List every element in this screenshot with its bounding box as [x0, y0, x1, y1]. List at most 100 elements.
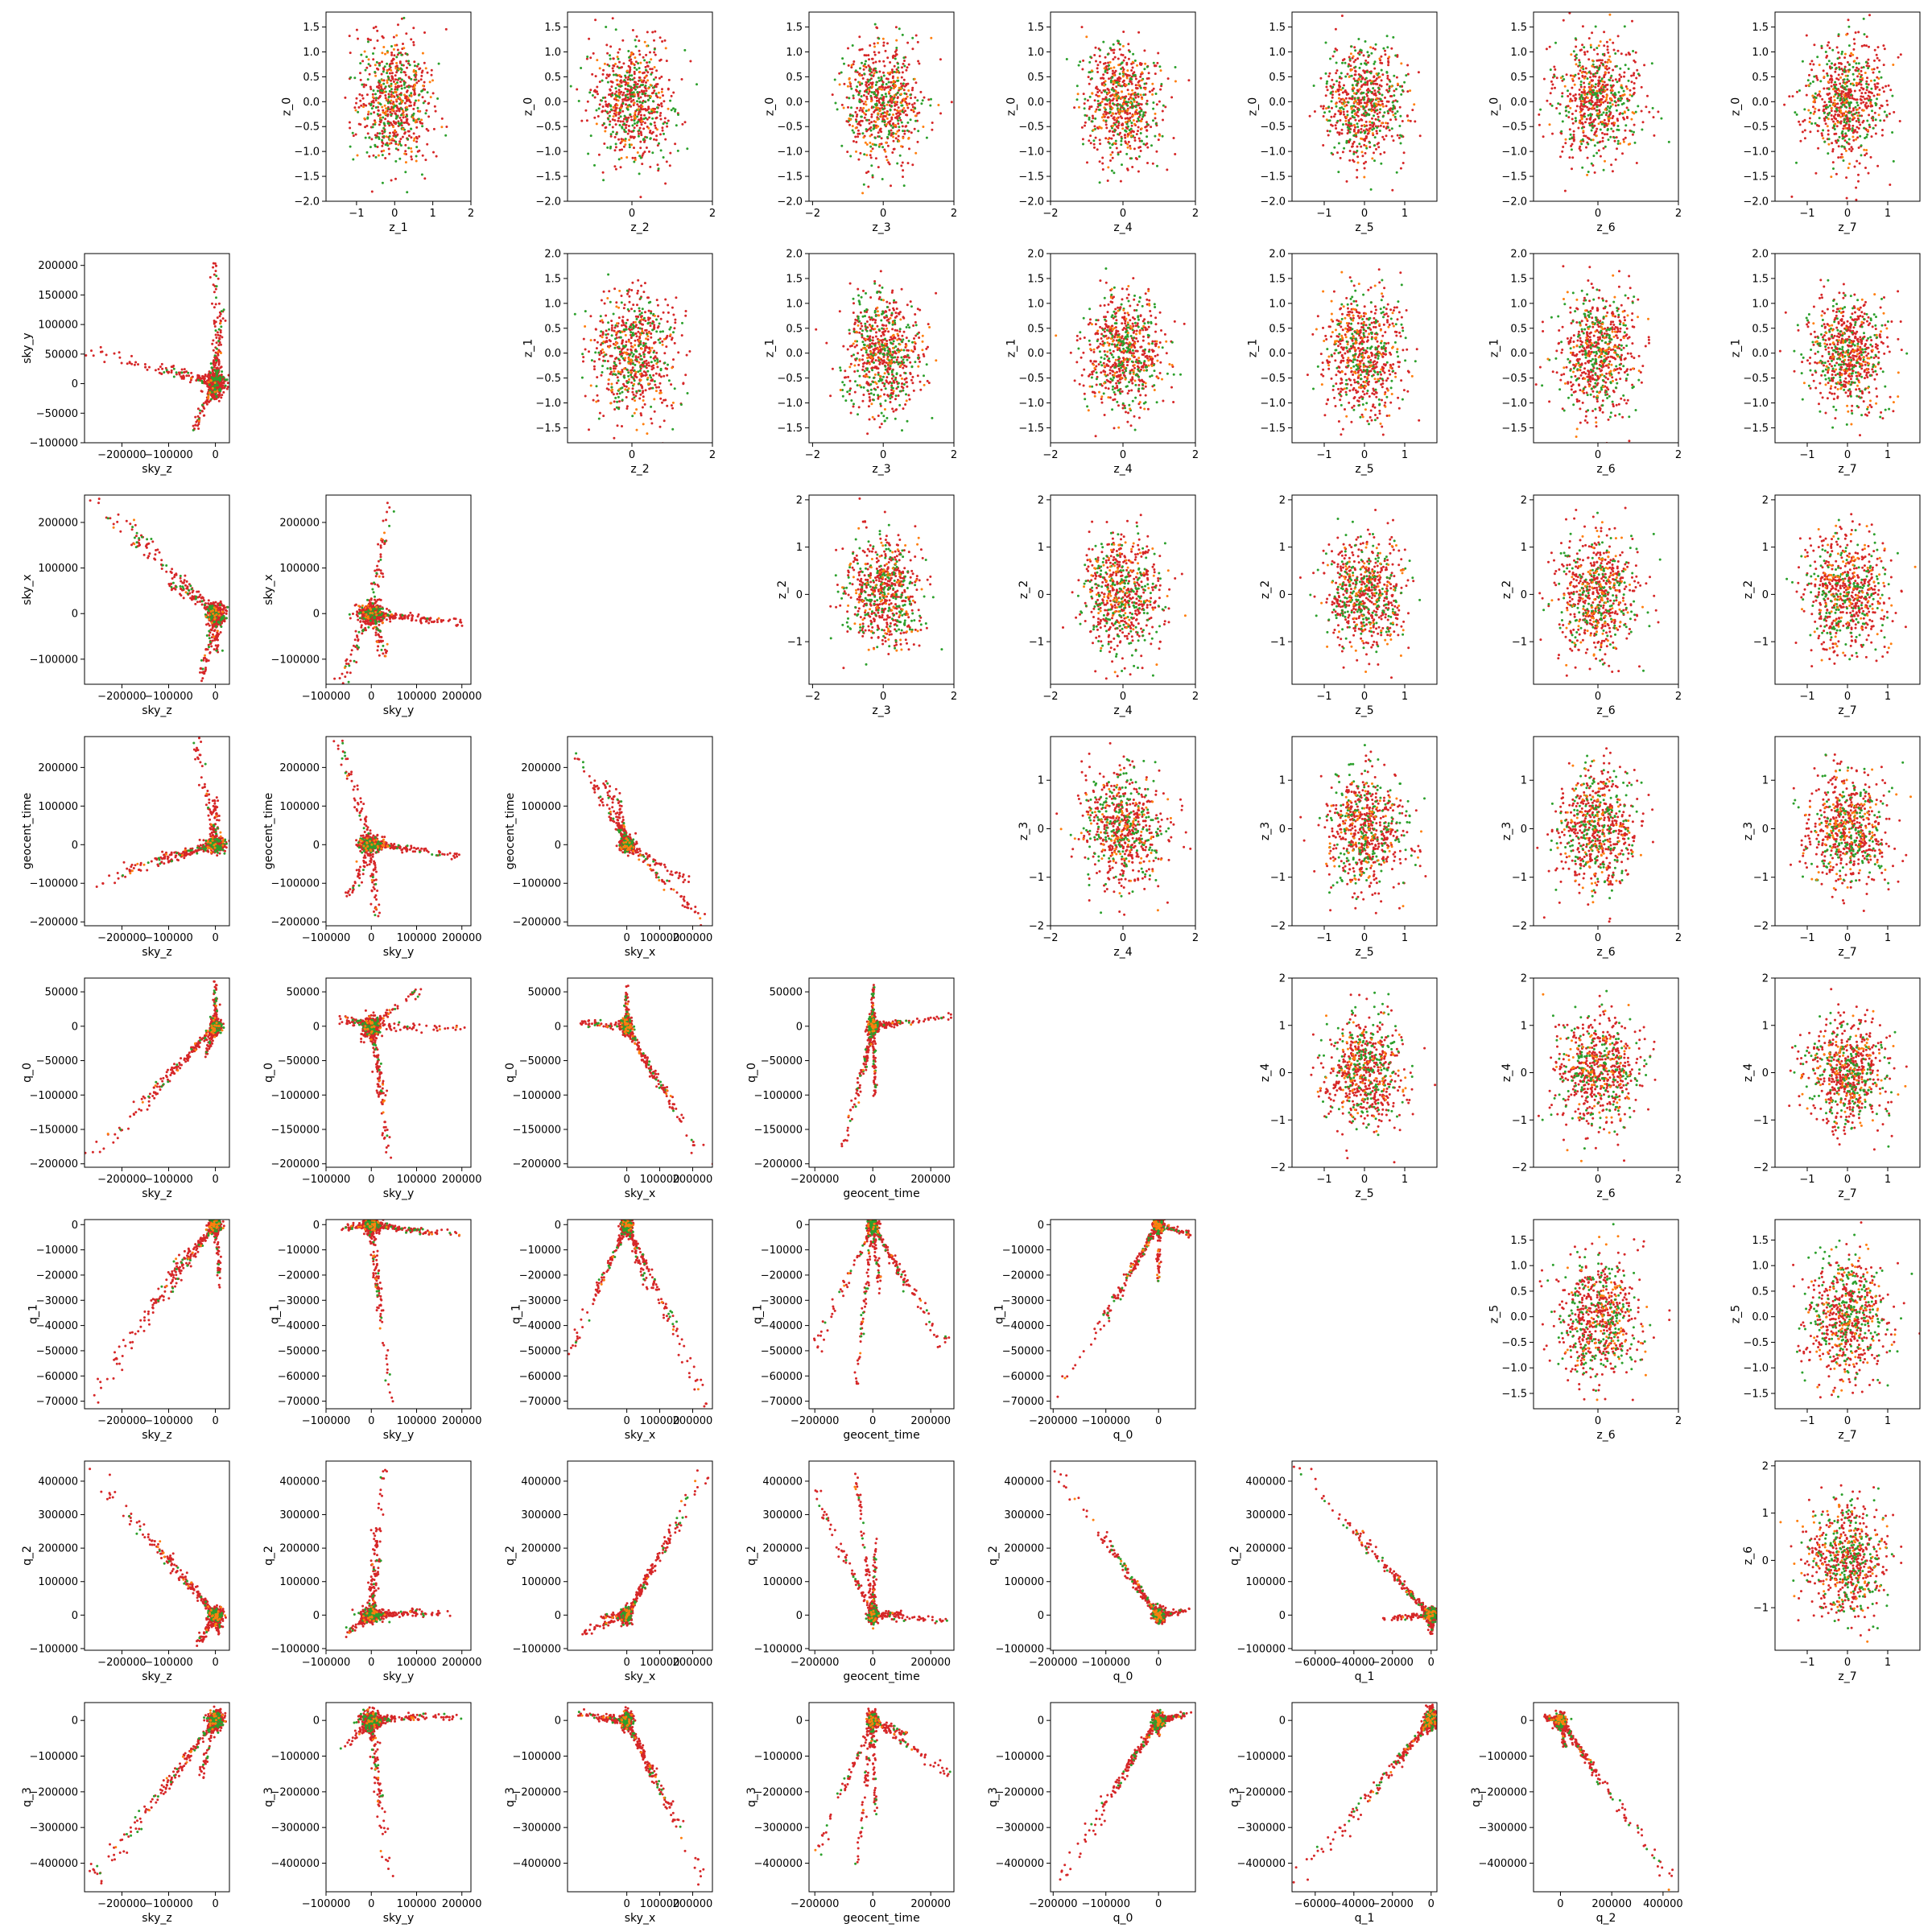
scatter-point [1608, 58, 1611, 61]
scatter-point [1118, 113, 1121, 116]
scatter-point [640, 134, 643, 137]
scatter-point [1174, 66, 1177, 68]
axes-frame [1533, 11, 1679, 202]
scatter-point [1338, 131, 1341, 134]
scatter-point [1335, 127, 1338, 130]
scatter-point [402, 47, 406, 50]
scatter-point [1356, 168, 1359, 171]
scatter-point [887, 80, 890, 84]
scatter-point [1126, 73, 1129, 76]
scatter-point [600, 99, 603, 102]
scatter-point [613, 112, 616, 115]
scatter-point [1155, 103, 1158, 106]
scatter-point [1385, 71, 1389, 74]
scatter-point [629, 77, 632, 80]
scatter-point [412, 119, 415, 122]
scatter-point [422, 101, 425, 105]
scatter-point [1137, 84, 1140, 87]
y-tick-label: 0.0 [1269, 97, 1286, 109]
scatter-point [410, 94, 413, 97]
scatter-point [1130, 82, 1133, 85]
scatter-point [864, 100, 867, 103]
scatter-point [1365, 70, 1368, 73]
scatter-point [1837, 73, 1840, 76]
scatter-point [643, 122, 646, 125]
scatter-point [623, 128, 626, 131]
scatter-point [413, 137, 416, 140]
scatter-point [1332, 83, 1335, 86]
scatter-point [1843, 114, 1846, 117]
scatter-point [1387, 61, 1390, 64]
scatter-point [361, 60, 365, 63]
x-tick-label: −1 [349, 208, 364, 220]
scatter-point [871, 57, 874, 60]
scatter-point [374, 64, 377, 67]
scatter-point [378, 64, 381, 67]
scatter-point [1343, 113, 1345, 116]
scatter-point [847, 47, 849, 50]
scatter-point [913, 101, 916, 105]
scatter-point [1381, 73, 1385, 76]
scatter-point [653, 86, 656, 89]
scatter-point [902, 184, 906, 188]
scatter-point [875, 80, 878, 84]
scatter-point [625, 69, 629, 72]
scatter-point [596, 59, 599, 62]
scatter-point [412, 107, 415, 110]
scatter-point [1075, 98, 1079, 101]
scatter-point [386, 107, 390, 110]
scatter-point [1574, 97, 1577, 100]
scatter-point [1620, 103, 1624, 105]
y-tick-label: 0.5 [544, 72, 561, 84]
scatter-point [1114, 139, 1117, 142]
scatter-point [598, 67, 601, 70]
scatter-point [1845, 3, 1847, 6]
scatter-point [1373, 67, 1377, 70]
scatter-point [359, 72, 361, 75]
scatter-point [931, 122, 934, 124]
scatter-point [1599, 40, 1602, 43]
scatter-point [640, 120, 643, 122]
scatter-point [1828, 111, 1831, 114]
scatter-point [390, 82, 393, 85]
scatter-point [372, 101, 375, 104]
scatter-point [1561, 92, 1564, 95]
scatter-point [1364, 59, 1368, 62]
scatter-point [1348, 130, 1352, 134]
scatter-point [1126, 117, 1129, 120]
scatter-point [888, 113, 891, 116]
scatter-point [1853, 89, 1856, 93]
scatter-point [1591, 59, 1594, 62]
scatter-point [653, 121, 656, 124]
scatter-point [1345, 104, 1348, 107]
scatter-point [1384, 53, 1387, 56]
scatter-point [425, 127, 428, 130]
scatter-point [1397, 136, 1401, 139]
scatter-point [1834, 93, 1837, 96]
scatter-point [651, 151, 654, 155]
scatter-point [1832, 115, 1835, 118]
scatter-point [1108, 97, 1111, 101]
axes-frame [567, 11, 713, 202]
scatter-point [1161, 109, 1164, 113]
scatter-point [1885, 99, 1889, 102]
scatter-point [407, 97, 410, 100]
x-tick-label: 0 [1595, 208, 1601, 220]
scatter-point [373, 47, 376, 50]
scatter-point [890, 118, 894, 121]
scatter-point [1602, 168, 1605, 171]
scatter-point [1080, 26, 1084, 29]
scatter-point [603, 122, 605, 126]
scatter-point [1560, 130, 1563, 133]
scatter-points [831, 23, 953, 195]
scatter-panel-z_0-vs-z_5: −1 0 1−2.0−1.5−1.0−0.50.00.51.01.5z_5z_0 [1247, 11, 1438, 234]
scatter-point [1596, 47, 1599, 50]
scatter-point [877, 51, 881, 54]
scatter-point [650, 72, 653, 76]
scatter-point [1592, 89, 1596, 92]
scatter-point [649, 84, 652, 87]
scatter-point [1380, 55, 1383, 58]
scatter-point [1385, 105, 1388, 108]
scatter-point [1405, 74, 1408, 77]
scatter-point [1146, 65, 1149, 68]
